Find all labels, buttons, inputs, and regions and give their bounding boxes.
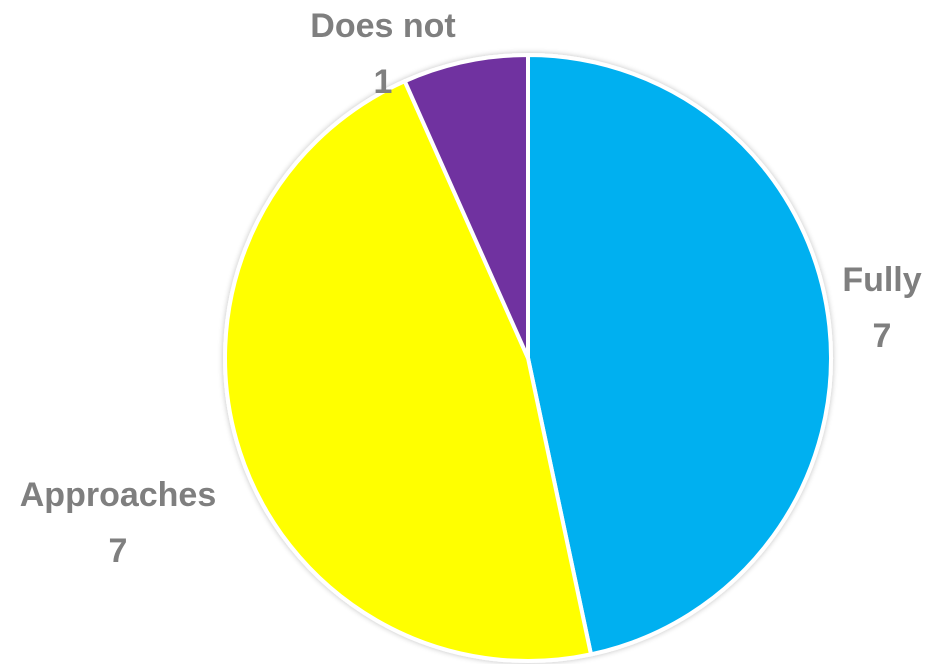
data-label-category-fully: Fully xyxy=(842,261,921,299)
pie-slices xyxy=(223,53,833,663)
data-label-category-approaches: Approaches xyxy=(20,476,217,514)
pie-slice-fully xyxy=(526,53,833,657)
data-label-category-does-not: Does not xyxy=(310,7,455,45)
pie-data-labels: Fully 7 Approaches 7 Does not 1 xyxy=(20,7,922,570)
data-label-value-approaches: 7 xyxy=(109,532,128,570)
pie-slice-does-not xyxy=(402,53,530,360)
data-label-value-fully: 7 xyxy=(873,317,892,355)
pie-slice-approaches xyxy=(223,79,593,663)
data-label-value-does-not: 1 xyxy=(374,63,393,101)
